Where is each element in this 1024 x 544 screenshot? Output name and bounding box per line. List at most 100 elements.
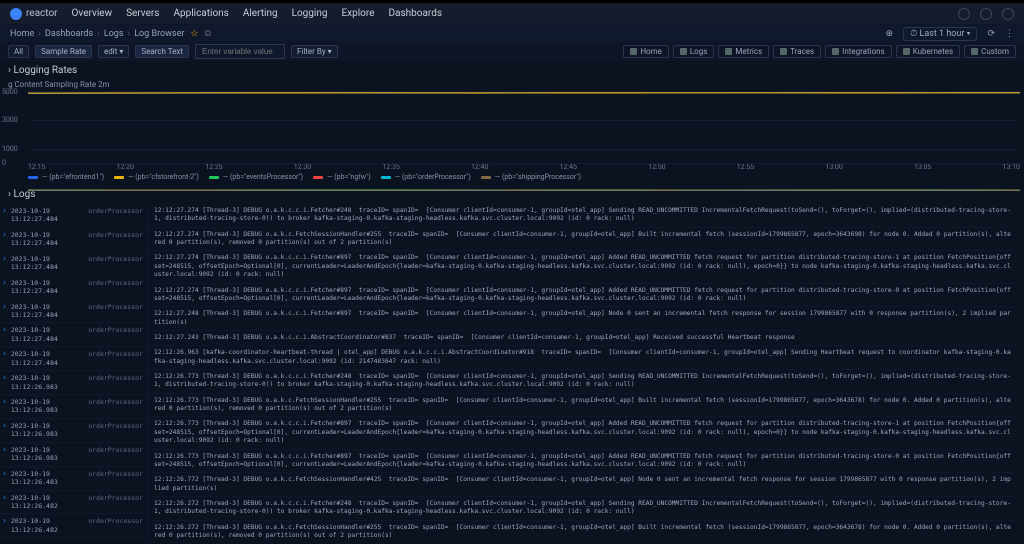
log-row-message[interactable]: 12:12:27.274 [Thread-3] DEBUG o.a.k.c.Fe… [148, 228, 1020, 252]
nav-item-explore[interactable]: Explore [341, 8, 374, 19]
notifications-icon[interactable] [958, 8, 970, 20]
log-row-meta[interactable]: ›2023-10-19 13:12:26.483 orderProcessor [0, 538, 147, 542]
view-tab-custom[interactable]: Custom [964, 45, 1016, 58]
breadcrumb-part[interactable]: Home [10, 29, 34, 39]
share-icon[interactable]: ⧉ [204, 29, 210, 39]
view-tab-traces[interactable]: Traces [773, 45, 821, 58]
log-row-meta[interactable]: ›2023-10-19 13:12:27.484 orderProcessor [0, 252, 147, 276]
log-row-meta[interactable]: › 2023-10-19 13:12:26.482 orderProcessor [0, 491, 147, 515]
view-tab-integrations[interactable]: Integrations [825, 45, 892, 58]
log-timestamp: 2023-10-19 13:12:27.484 [11, 350, 84, 367]
panel-subtitle: g Content Sampling Rate 2m [0, 80, 1024, 89]
nav-item-overview[interactable]: Overview [72, 8, 113, 19]
tab-icon [832, 48, 839, 55]
favorite-star-icon[interactable]: ☆ [190, 29, 198, 39]
expand-chevron-icon[interactable]: › [2, 422, 7, 430]
log-row-message[interactable]: 12:12:26.773 [Thread-3] DEBUG o.a.k.c.c.… [148, 417, 1020, 449]
log-timestamp: 2023-10-19 13:12:27.484 [11, 231, 84, 248]
expand-chevron-icon[interactable]: › [2, 517, 7, 525]
log-row-message[interactable]: 12:12:26.773 [Thread-3] DEBUG o.a.k.c.c.… [148, 450, 1020, 474]
log-row-message[interactable]: 12:12:26.772 [Thread-3] DEBUG o.a.k.c.Fe… [148, 473, 1020, 497]
help-icon[interactable] [980, 8, 992, 20]
tab-icon [903, 48, 910, 55]
expand-chevron-icon[interactable]: › [2, 231, 7, 239]
log-row-meta[interactable]: › 2023-10-19 13:12:27.484 orderProcessor [0, 347, 147, 371]
expand-chevron-icon[interactable]: › [2, 374, 7, 382]
expand-chevron-icon[interactable]: › [2, 303, 7, 311]
tab-icon [630, 48, 637, 55]
breadcrumb-part[interactable]: Log Browser [134, 29, 184, 39]
log-row-message[interactable]: 12:12:27.248 [Thread-3] DEBUG o.a.k.c.c.… [148, 307, 1020, 331]
expand-chevron-icon[interactable]: › [2, 446, 7, 454]
search-text-button[interactable]: Search Text [135, 45, 189, 58]
edit-button[interactable]: edit ▾ [98, 45, 129, 58]
logs-timestamp-column: ›2023-10-19 13:12:27.484 orderProcessor›… [0, 204, 148, 542]
expand-chevron-icon[interactable]: › [2, 207, 7, 215]
log-service: orderProcessor [88, 494, 143, 502]
nav-item-logging[interactable]: Logging [292, 8, 328, 19]
log-row-message[interactable]: 12:12:26.773 [Thread-3] DEBUG o.a.k.c.c.… [148, 370, 1020, 394]
view-tab-logs[interactable]: Logs [673, 45, 715, 58]
log-row-meta[interactable]: ›2023-10-19 13:12:26.983 orderProcessor [0, 371, 147, 395]
log-service: orderProcessor [88, 207, 143, 215]
view-tab-kubernetes[interactable]: Kubernetes [896, 45, 960, 58]
log-row-message[interactable]: 12:12:27.274 [Thread-3] DEBUG o.a.k.c.c.… [148, 251, 1020, 283]
expand-chevron-icon[interactable]: › [2, 350, 7, 358]
log-row-message[interactable]: 12:12:26.272 [Thread-3] DEBUG o.a.k.c.Fe… [148, 521, 1020, 542]
nav-item-applications[interactable]: Applications [173, 8, 228, 19]
log-row-message[interactable]: 12:12:26.963 [kafka-coordinator-heartbea… [148, 346, 1020, 370]
breadcrumb-part[interactable]: Dashboards [45, 29, 93, 39]
log-row-message[interactable]: 12:12:26.272 [Thread-3] DEBUG o.a.k.c.c.… [148, 497, 1020, 521]
settings-icon[interactable]: ⋮ [1005, 29, 1014, 39]
view-tab-home[interactable]: Home [623, 45, 669, 58]
expand-chevron-icon[interactable]: › [2, 541, 7, 542]
sample-rate-button[interactable]: Sample Rate [35, 45, 92, 58]
expand-chevron-icon[interactable]: › [2, 398, 7, 406]
nav-item-alerting[interactable]: Alerting [243, 8, 278, 19]
refresh-icon[interactable]: ⟳ [987, 29, 995, 39]
log-row-meta[interactable]: ›2023-10-19 13:12:27.484 orderProcessor [0, 228, 147, 252]
view-tab-metrics[interactable]: Metrics [718, 45, 769, 58]
log-service: orderProcessor [88, 374, 143, 382]
log-row-meta[interactable]: ›2023-10-19 13:12:27.484 orderProcessor [0, 276, 147, 300]
expand-chevron-icon[interactable]: › [2, 255, 7, 263]
logs-body: ›2023-10-19 13:12:27.484 orderProcessor›… [0, 204, 1024, 542]
log-timestamp: 2023-10-19 13:12:27.484 [11, 326, 84, 343]
log-row-meta[interactable]: ›2023-10-19 13:12:26.482 orderProcessor [0, 514, 147, 538]
log-service: orderProcessor [88, 517, 143, 525]
log-row-meta[interactable]: ›2023-10-19 13:12:26.983 orderProcessor [0, 443, 147, 467]
log-row-meta[interactable]: ›2023-10-19 13:12:27.484 orderProcessor [0, 204, 147, 228]
log-row-meta[interactable]: ›2023-10-19 13:12:26.483 orderProcessor [0, 467, 147, 491]
brand-logo-icon [10, 8, 22, 20]
log-row-meta[interactable]: ›2023-10-19 13:12:26.983 orderProcessor [0, 419, 147, 443]
expand-chevron-icon[interactable]: › [2, 279, 7, 287]
tab-icon [971, 48, 978, 55]
expand-chevron-icon[interactable]: › [2, 326, 7, 334]
log-service: orderProcessor [88, 398, 143, 406]
nav-item-servers[interactable]: Servers [126, 8, 159, 19]
log-service: orderProcessor [88, 350, 143, 358]
log-row-meta[interactable]: ›2023-10-19 13:12:26.983 orderProcessor [0, 395, 147, 419]
user-avatar-icon[interactable] [1002, 8, 1014, 20]
log-timestamp: 2023-10-19 13:12:27.484 [11, 255, 84, 272]
time-range-picker[interactable]: ⏱ Last 1 hour ▾ [903, 27, 977, 41]
add-panel-icon[interactable]: ⊕ [886, 29, 894, 39]
log-row-message[interactable]: 12:12:27.274 [Thread-3] DEBUG o.a.k.c.c.… [148, 204, 1020, 228]
log-row-message[interactable]: 12:12:27.243 [Thread-3] DEBUG o.a.k.c.c.… [148, 331, 1020, 346]
filter-by-button[interactable]: Filter By ▾ [291, 45, 338, 58]
logs-message-column: 12:12:27.274 [Thread-3] DEBUG o.a.k.c.c.… [148, 204, 1024, 542]
expand-chevron-icon[interactable]: › [2, 470, 7, 478]
variable-input[interactable] [195, 44, 285, 59]
filter-all-button[interactable]: All [8, 45, 29, 58]
panel-logging-rates-title: › Logging Rates [0, 61, 1024, 80]
brand[interactable]: reactor [10, 8, 58, 20]
log-timestamp: 2023-10-19 13:12:26.983 [11, 422, 84, 439]
log-row-message[interactable]: 12:12:26.773 [Thread-3] DEBUG o.a.k.c.Fe… [148, 394, 1020, 418]
log-timestamp: 2023-10-19 13:12:26.482 [11, 494, 84, 511]
log-row-meta[interactable]: ›2023-10-19 13:12:27.484 orderProcessor [0, 300, 147, 324]
log-row-meta[interactable]: ›2023-10-19 13:12:27.484 orderProcessor [0, 323, 147, 347]
log-row-message[interactable]: 12:12:27.274 [Thread-3] DEBUG o.a.k.c.c.… [148, 284, 1020, 308]
nav-item-dashboards[interactable]: Dashboards [388, 8, 442, 19]
breadcrumb-part[interactable]: Logs [104, 29, 124, 39]
expand-chevron-icon[interactable]: › [2, 494, 7, 502]
